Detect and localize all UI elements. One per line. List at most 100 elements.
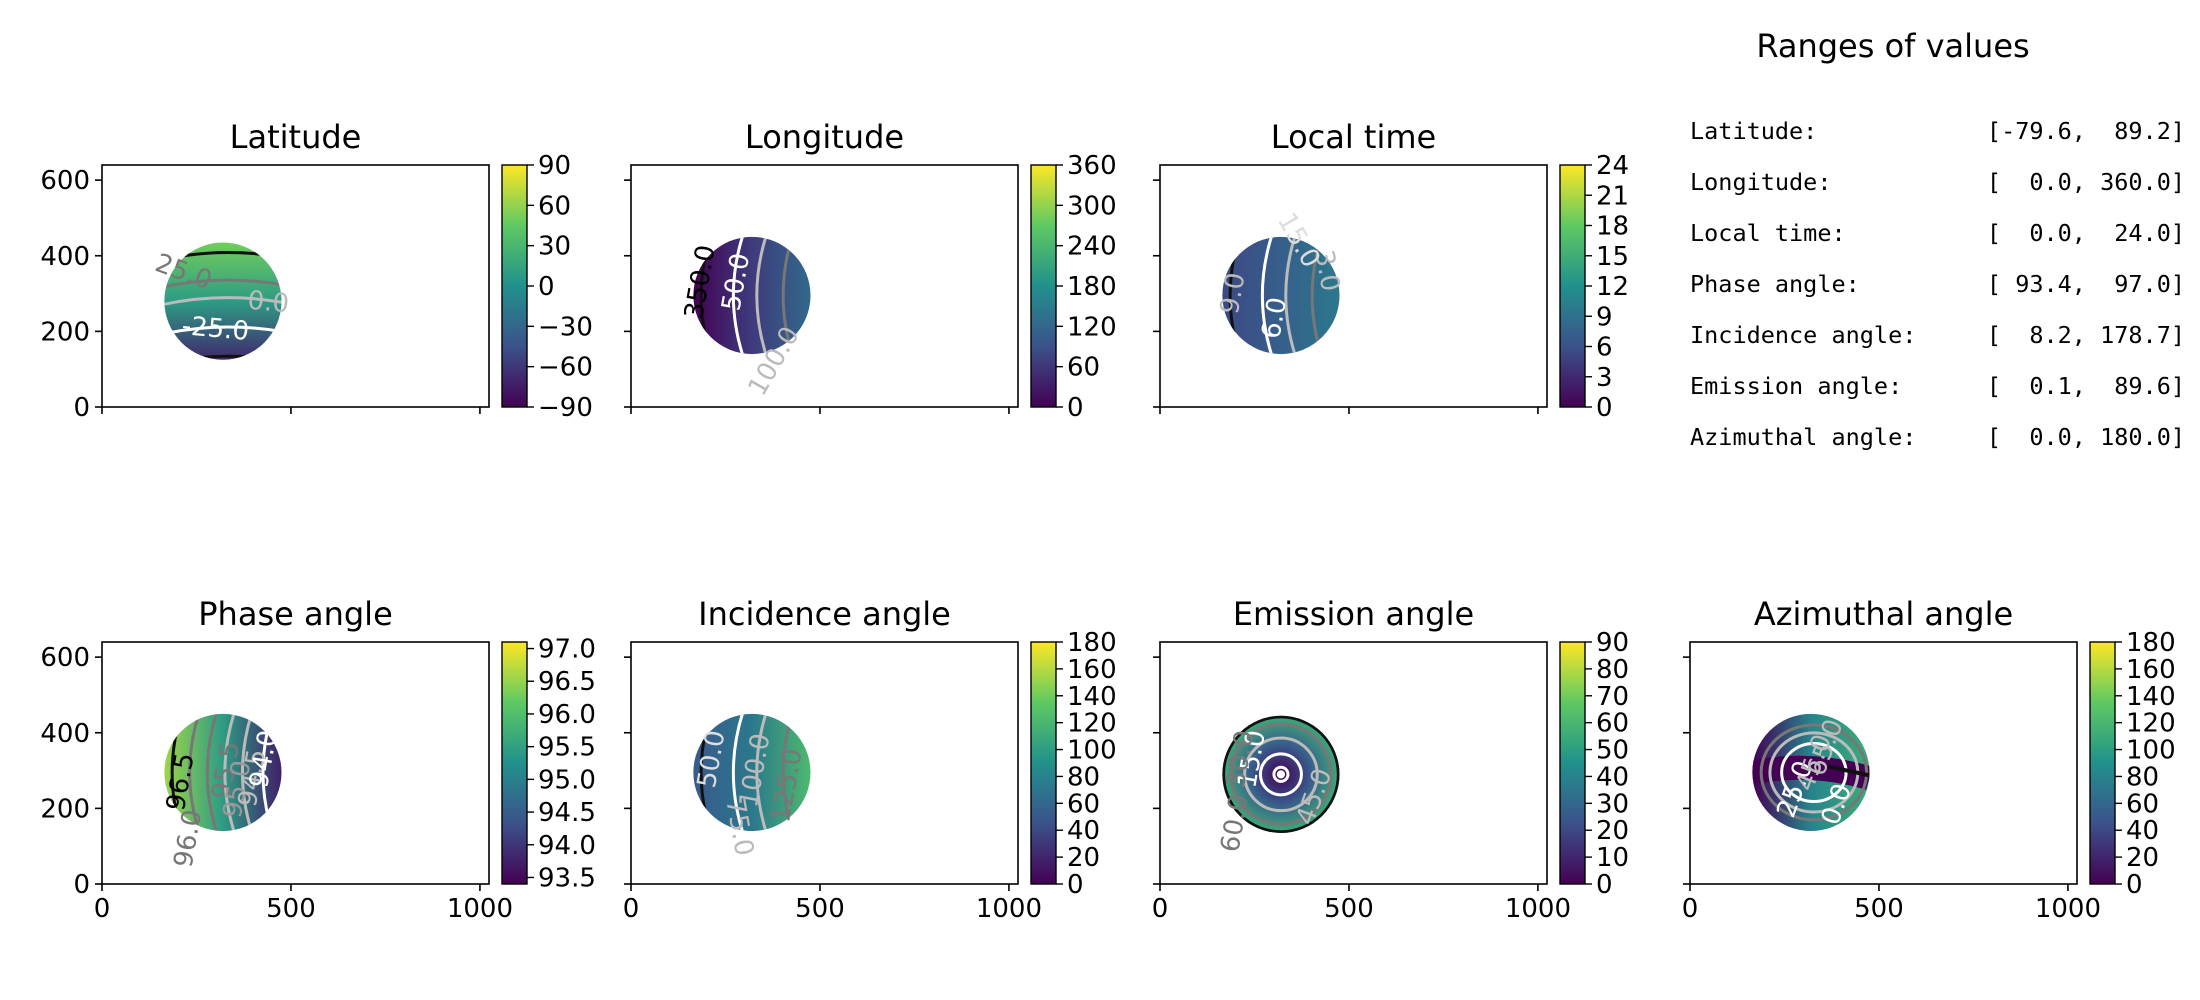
contour-line	[731, 236, 744, 355]
colorbar-tick-label: 60	[1596, 709, 1629, 739]
planet-disk	[164, 242, 282, 360]
contour-line	[205, 713, 218, 832]
y-tick-label: 600	[40, 166, 90, 196]
colorbar-tick-label: 94.5	[538, 798, 596, 828]
contour-label: 9.0	[1215, 271, 1252, 317]
panel-title: Azimuthal angle	[1754, 595, 2013, 633]
colorbar-tick-label: 60	[1067, 353, 1100, 383]
plot-frame	[630, 641, 1019, 885]
contour-line	[1284, 236, 1297, 355]
colorbar-tick-label: 97.0	[538, 635, 596, 665]
contour-line	[1258, 752, 1303, 797]
y-tick-label: 400	[40, 719, 90, 749]
summary-row-range: [ 0.0, 360.0]	[1987, 168, 2185, 196]
colorbar-tick-label: 10	[1596, 843, 1629, 873]
panel-title: Emission angle	[1233, 595, 1474, 633]
colorbar	[501, 641, 528, 885]
colorbar-tick-label: 3	[1596, 363, 1613, 393]
colorbar-tick-label: 0	[1067, 393, 1084, 423]
planet-disk	[693, 236, 811, 355]
summary-row-label: Incidence angle:	[1690, 321, 1916, 349]
planet-disk	[164, 713, 282, 832]
contour-lines	[1752, 723, 1870, 822]
planet-disk	[693, 713, 811, 832]
colorbar	[1559, 164, 1586, 408]
plot-area	[1160, 165, 1547, 407]
contour-line	[164, 278, 282, 289]
colorbar-tick-label: 60	[2126, 789, 2159, 819]
colorbar	[501, 164, 528, 408]
colorbar-tick-label: 60	[1067, 789, 1100, 819]
colorbar-tick-label: 20	[2126, 843, 2159, 873]
colorbar-tick-label: 90	[538, 151, 571, 181]
colorbar-tick-label: −90	[538, 393, 593, 423]
colorbar-tick-label: 9	[1596, 302, 1613, 332]
colorbar-tick-label: 96.5	[538, 667, 596, 697]
summary-row-range: [ 8.2, 178.7]	[1987, 321, 2185, 349]
colorbar-tick-label: 60	[538, 191, 571, 221]
contour-line	[755, 713, 768, 832]
contour-line	[1272, 765, 1290, 783]
x-tick-label: 1000	[447, 894, 513, 924]
colorbar-tick-label: 140	[2126, 682, 2176, 712]
contour-line	[1260, 236, 1273, 355]
y-tick-label: 0	[73, 393, 90, 423]
contour-line	[164, 325, 282, 335]
ranges-summary: Ranges of values Latitude: [-79.6, 89.2] L…	[1690, 27, 2185, 451]
y-tick-label: 200	[40, 317, 90, 347]
contour-label: -25.0	[181, 311, 251, 347]
colorbar-tick-label: 40	[1596, 762, 1629, 792]
summary-title: Ranges of values	[1756, 27, 2029, 65]
contour-line	[223, 713, 236, 832]
plot-frame	[1689, 641, 2078, 885]
colorbar-tick-label: 120	[1067, 312, 1117, 342]
y-tick-label: 600	[40, 643, 90, 673]
colorbar-tick-label: 94.0	[538, 831, 596, 861]
disk-center-marker	[1276, 770, 1286, 779]
summary-row-label: Local time:	[1690, 219, 1846, 247]
panel-longitude: Longitude350.050.0100.036030024018012060…	[624, 118, 1117, 423]
y-tick-label: 0	[73, 870, 90, 900]
colorbar-tick-label: 80	[1067, 762, 1100, 792]
colorbar-tick-label: 360	[1067, 151, 1117, 181]
colorbar-tick-label: 0	[1596, 870, 1613, 900]
colorbar-tick-label: 12	[1596, 272, 1629, 302]
summary-row-label: Latitude:	[1690, 117, 1817, 145]
summary-row-range: [ 93.4, 97.0]	[1987, 270, 2185, 298]
plot-area	[631, 642, 1018, 884]
plot-area	[102, 642, 489, 884]
panels: Latitude25.00.0-25.002004006009060300−30…	[40, 118, 2175, 924]
plot-frame	[630, 164, 1019, 408]
summary-row-range: [ 0.1, 89.6]	[1987, 372, 2185, 400]
y-tick-label: 200	[40, 794, 90, 824]
colorbar-tick-label: 20	[1067, 843, 1100, 873]
panel-phase-angle: Phase angle 96.596.095.595.094.594.0 0 500 1…	[40, 595, 596, 924]
panel-title: Phase angle	[198, 595, 393, 633]
colorbar-tick-label: 120	[2126, 709, 2176, 739]
contour-line	[1243, 736, 1319, 813]
colorbar-tick-label: 160	[1067, 655, 1117, 685]
colorbar-tick-label: 20	[1596, 816, 1629, 846]
colorbar-tick-label: 80	[1596, 655, 1629, 685]
x-tick-label: 1000	[1505, 894, 1571, 924]
contour-label: 0.0	[246, 286, 290, 319]
colorbar-tick-label: 24	[1596, 151, 1629, 181]
colorbar-tick-label: 120	[1067, 709, 1117, 739]
colorbar-tick-label: 100	[1067, 736, 1117, 766]
contour-line	[188, 713, 201, 832]
contour-label: 3.0	[1308, 248, 1345, 294]
panel-title: Local time	[1271, 118, 1436, 156]
contour-line	[731, 713, 744, 832]
colorbar-tick-label: 300	[1067, 191, 1117, 221]
colorbar-tick-label: 70	[1596, 682, 1629, 712]
plot-frame	[101, 641, 490, 885]
colorbar-tick-label: 0	[1596, 393, 1613, 423]
summary-row-label: Azimuthal angle:	[1690, 423, 1916, 451]
x-tick-label: 500	[1854, 894, 1904, 924]
contour-line	[755, 236, 768, 355]
contour-line	[164, 296, 282, 306]
